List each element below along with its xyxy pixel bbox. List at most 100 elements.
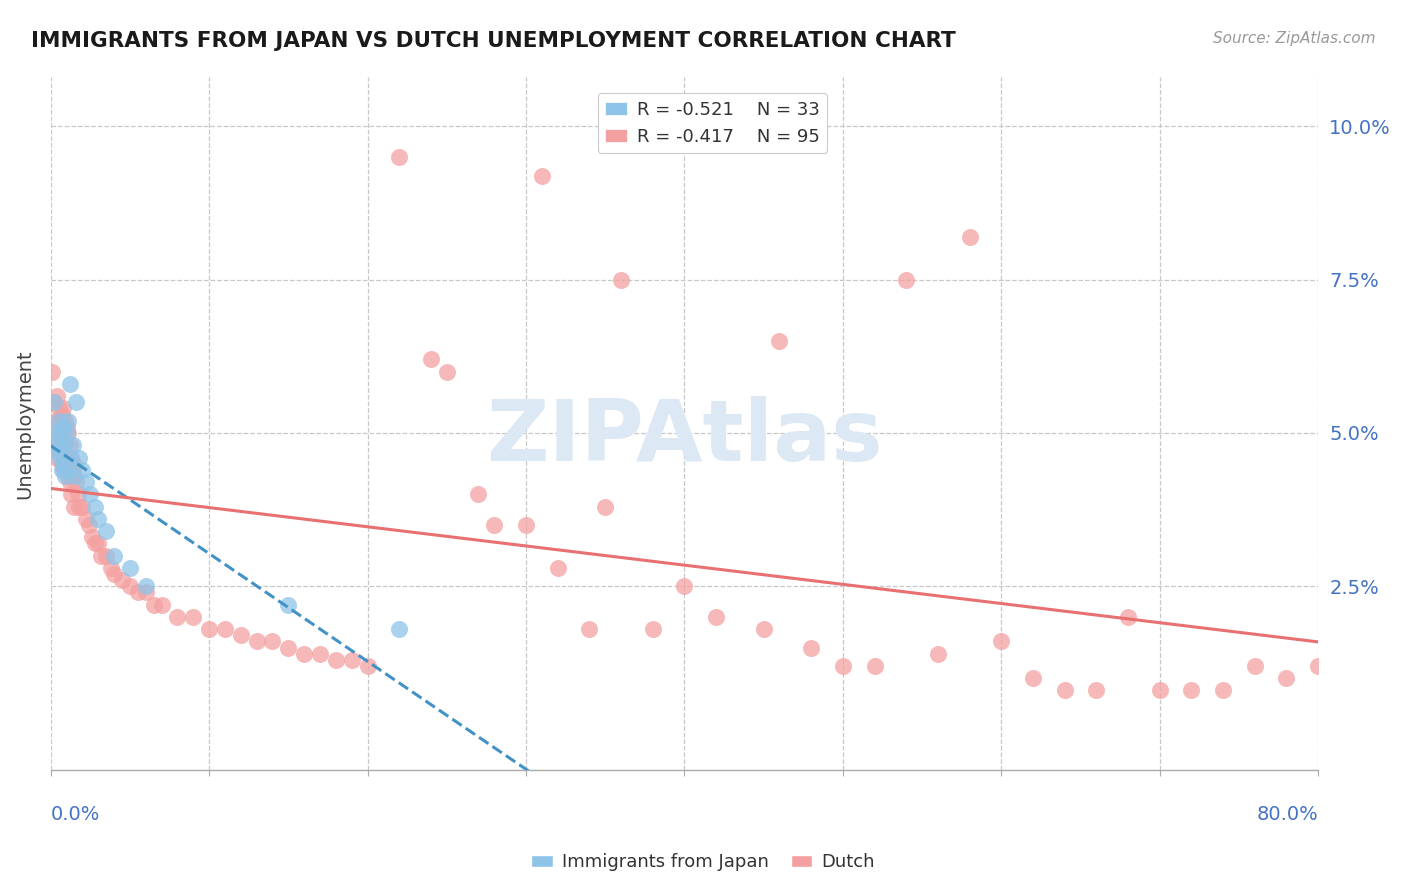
Point — [55, 425, 77, 440]
Point — [67, 450, 90, 465]
Point — [51, 432, 73, 446]
Point — [72, 463, 94, 477]
Point — [768, 334, 790, 348]
Point — [63, 469, 86, 483]
Point — [103, 566, 125, 581]
Point — [65, 475, 87, 489]
Point — [52, 457, 75, 471]
Point — [48, 425, 70, 440]
Point — [1243, 659, 1265, 673]
Point — [135, 585, 157, 599]
Point — [48, 438, 70, 452]
Point — [60, 450, 83, 465]
Point — [65, 395, 87, 409]
Point — [56, 425, 79, 440]
Point — [229, 628, 252, 642]
Point — [66, 487, 89, 501]
Point — [62, 438, 84, 452]
Point — [49, 414, 72, 428]
Point — [60, 487, 83, 501]
Point — [198, 622, 221, 636]
Point — [46, 389, 69, 403]
Point — [277, 640, 299, 655]
Point — [1116, 610, 1139, 624]
Point — [87, 536, 110, 550]
Point — [704, 610, 727, 624]
Point — [53, 438, 76, 452]
Point — [578, 622, 600, 636]
Point — [51, 457, 73, 471]
Point — [127, 585, 149, 599]
Text: IMMIGRANTS FROM JAPAN VS DUTCH UNEMPLOYMENT CORRELATION CHART: IMMIGRANTS FROM JAPAN VS DUTCH UNEMPLOYM… — [31, 31, 956, 51]
Point — [46, 438, 69, 452]
Point — [800, 640, 823, 655]
Point — [1022, 671, 1045, 685]
Point — [547, 561, 569, 575]
Point — [135, 579, 157, 593]
Point — [896, 273, 918, 287]
Point — [44, 414, 66, 428]
Point — [44, 438, 66, 452]
Point — [84, 536, 107, 550]
Point — [292, 647, 315, 661]
Legend: Immigrants from Japan, Dutch: Immigrants from Japan, Dutch — [524, 847, 882, 879]
Point — [1275, 671, 1298, 685]
Point — [55, 457, 77, 471]
Point — [111, 573, 134, 587]
Point — [959, 229, 981, 244]
Legend: R = -0.521    N = 33, R = -0.417    N = 95: R = -0.521 N = 33, R = -0.417 N = 95 — [598, 94, 828, 153]
Point — [63, 457, 86, 471]
Point — [593, 500, 616, 514]
Point — [77, 517, 100, 532]
Point — [48, 414, 70, 428]
Point — [1212, 683, 1234, 698]
Point — [62, 463, 84, 477]
Point — [118, 579, 141, 593]
Point — [49, 450, 72, 465]
Point — [150, 598, 173, 612]
Point — [1308, 659, 1330, 673]
Point — [863, 659, 886, 673]
Point — [46, 450, 69, 465]
Point — [484, 517, 506, 532]
Point — [63, 500, 86, 514]
Point — [103, 549, 125, 563]
Point — [181, 610, 204, 624]
Point — [262, 634, 284, 648]
Point — [87, 512, 110, 526]
Point — [166, 610, 188, 624]
Point — [356, 659, 378, 673]
Point — [325, 653, 347, 667]
Point — [55, 463, 77, 477]
Point — [927, 647, 949, 661]
Point — [309, 647, 332, 661]
Point — [75, 512, 97, 526]
Point — [80, 530, 103, 544]
Point — [436, 365, 458, 379]
Point — [56, 469, 79, 483]
Point — [100, 561, 122, 575]
Point — [673, 579, 696, 593]
Point — [79, 487, 101, 501]
Point — [610, 273, 633, 287]
Point — [214, 622, 236, 636]
Point — [42, 395, 65, 409]
Point — [1053, 683, 1076, 698]
Point — [831, 659, 853, 673]
Point — [56, 414, 79, 428]
Y-axis label: Unemployment: Unemployment — [15, 349, 34, 499]
Point — [84, 500, 107, 514]
Point — [94, 524, 117, 538]
Point — [752, 622, 775, 636]
Point — [59, 438, 82, 452]
Point — [52, 432, 75, 446]
Point — [48, 444, 70, 458]
Point — [530, 169, 553, 183]
Point — [72, 500, 94, 514]
Point — [388, 150, 411, 164]
Text: 80.0%: 80.0% — [1257, 805, 1319, 824]
Point — [51, 425, 73, 440]
Point — [59, 475, 82, 489]
Point — [515, 517, 537, 532]
Point — [48, 401, 70, 416]
